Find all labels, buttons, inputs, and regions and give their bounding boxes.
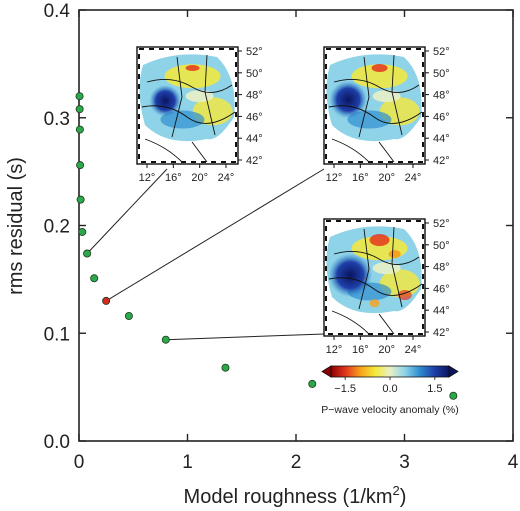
y-tick-label: 0.3 xyxy=(44,109,70,130)
colorbar-scale xyxy=(330,365,450,378)
inset-connector-line xyxy=(165,333,325,341)
inset-lat-label: 48° xyxy=(246,90,263,102)
anomaly-field xyxy=(326,54,422,142)
data-point xyxy=(75,105,84,114)
data-point xyxy=(308,379,317,388)
y-tick-label: 0.1 xyxy=(44,324,70,345)
inset-lon-label: 20° xyxy=(378,172,395,184)
inset-lat-label: 48° xyxy=(433,90,450,102)
colorbar-label: P−wave velocity anomaly (%) xyxy=(321,404,458,416)
inset-lon-label: 20° xyxy=(378,344,395,356)
anomaly-field xyxy=(326,226,422,314)
inset-lon-label: 12° xyxy=(326,344,343,356)
colorbar-min-arrow xyxy=(321,365,332,378)
x-tick-label: 4 xyxy=(508,452,519,473)
x-axis-label-main: Model roughness (1/km xyxy=(184,486,393,508)
inset-lon-label: 24° xyxy=(405,344,422,356)
inset-lon-label: 12° xyxy=(139,172,156,184)
inset-lat-label: 42° xyxy=(246,155,263,167)
colorbar-tick-label: −1.5 xyxy=(334,383,356,395)
y-tick-label: 0.4 xyxy=(44,1,71,22)
colorbar-max-arrow xyxy=(448,365,459,378)
map-inset-1: 52° 50° 48° 46° 44° 42° 12° 16° 20° 24° xyxy=(136,46,263,184)
inset-frame xyxy=(323,46,426,165)
border-lines xyxy=(328,54,423,163)
x-axis-label-end: ) xyxy=(400,486,407,508)
x-tick-label: 2 xyxy=(291,452,302,473)
inset-lon-label: 20° xyxy=(191,172,208,184)
data-point xyxy=(76,195,85,204)
border-lines xyxy=(141,54,236,163)
y-tick-label: 0.0 xyxy=(44,432,70,453)
inset-frame-dashed xyxy=(138,48,237,163)
inset-lat-label: 52° xyxy=(246,46,263,58)
data-point xyxy=(78,227,87,236)
inset-lon-label: 12° xyxy=(326,172,343,184)
data-point xyxy=(90,274,99,283)
inset-lon-label: 16° xyxy=(352,344,369,356)
data-point xyxy=(449,391,458,400)
inset-lat-label: 50° xyxy=(433,68,450,80)
x-tick-label: 3 xyxy=(399,452,410,473)
inset-lat-label: 44° xyxy=(246,133,263,145)
inset-frame xyxy=(323,218,426,337)
y-axis-label: rms residual (s) xyxy=(5,157,27,295)
colorbar-tick-label: 1.5 xyxy=(427,383,442,395)
data-point xyxy=(75,125,84,134)
inset-connector-line xyxy=(86,168,168,254)
data-point xyxy=(75,92,84,101)
y-tick-label: 0.2 xyxy=(44,217,70,238)
inset-frame-dashed xyxy=(325,48,424,163)
inset-lat-label: 48° xyxy=(433,262,450,274)
inset-lat-label: 44° xyxy=(433,133,450,145)
inset-lat-label: 44° xyxy=(433,305,450,317)
data-point xyxy=(221,363,230,372)
map-inset-3: 52° 50° 48° 46° 44° 42° 12° 16° 20° 24° xyxy=(323,218,450,356)
data-point xyxy=(76,161,85,170)
anomaly-field xyxy=(139,54,235,142)
inset-lat-label: 52° xyxy=(433,218,450,230)
colorbar-tick-label: 0.0 xyxy=(382,383,397,395)
inset-lat-label: 46° xyxy=(433,111,450,123)
data-point xyxy=(124,312,133,321)
x-axis-label-exponent: 2 xyxy=(393,483,400,498)
x-tick-label: 0 xyxy=(74,452,85,473)
x-axis-label: Model roughness (1/km2) xyxy=(184,483,407,508)
inset-lat-label: 46° xyxy=(246,111,263,123)
inset-lon-label: 24° xyxy=(218,172,235,184)
inset-lat-label: 50° xyxy=(433,240,450,252)
inset-frame xyxy=(136,46,239,165)
inset-lat-label: 46° xyxy=(433,283,450,295)
inset-lat-label: 42° xyxy=(433,327,450,339)
x-tick-label: 1 xyxy=(182,452,193,473)
border-lines xyxy=(328,226,423,335)
data-point xyxy=(161,335,170,344)
inset-lon-label: 24° xyxy=(405,172,422,184)
inset-frame-dashed xyxy=(325,220,424,335)
inset-lon-label: 16° xyxy=(352,172,369,184)
inset-lat-label: 52° xyxy=(433,46,450,58)
inset-lat-label: 50° xyxy=(246,68,263,80)
inset-lon-label: 16° xyxy=(165,172,182,184)
data-point xyxy=(83,249,92,258)
inset-lat-label: 42° xyxy=(433,155,450,167)
inset-connector-line xyxy=(105,168,325,302)
map-inset-2: 52° 50° 48° 46° 44° 42° 12° 16° 20° 24° xyxy=(323,46,450,184)
data-point-selected xyxy=(102,296,111,305)
